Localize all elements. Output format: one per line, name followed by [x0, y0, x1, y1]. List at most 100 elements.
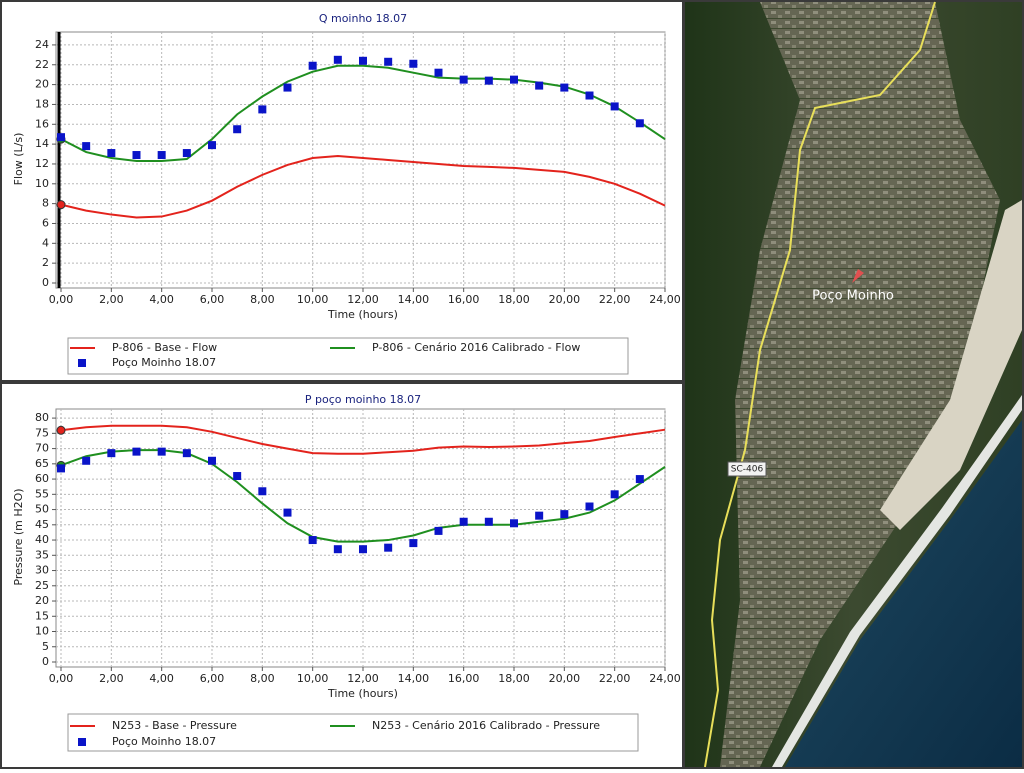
y-tick-label: 65	[35, 457, 49, 470]
data-point	[409, 59, 418, 68]
x-tick-label: 24,00	[649, 672, 681, 685]
data-point	[233, 125, 242, 134]
x-tick-label: 18,00	[498, 293, 530, 306]
x-tick-label: 6,00	[200, 672, 225, 685]
chart-title: Q moinho 18.07	[319, 12, 407, 25]
data-point	[157, 447, 166, 456]
map-dunes	[880, 200, 1022, 530]
series-line	[60, 424, 666, 455]
y-tick-label: 10	[35, 177, 49, 190]
data-point	[182, 149, 191, 158]
road-label: SC-406	[731, 465, 764, 475]
map-sea	[785, 420, 1022, 767]
data-point	[107, 449, 116, 458]
data-point	[510, 75, 518, 84]
y-tick-label: 40	[35, 533, 49, 546]
y-tick-label: 4	[42, 236, 49, 249]
x-tick-label: 10,00	[297, 293, 329, 306]
data-point	[359, 545, 367, 554]
data-point	[132, 447, 141, 456]
x-tick-label: 8,00	[250, 293, 275, 306]
y-tick-label: 12	[35, 157, 49, 170]
y-tick-label: 30	[35, 564, 49, 577]
data-point	[560, 83, 569, 92]
data-point	[535, 81, 544, 90]
legend-label: Poço Moinho 18.07	[112, 356, 216, 369]
x-tick-label: 8,00	[250, 672, 275, 685]
map-road	[704, 1, 936, 768]
data-point	[384, 57, 393, 66]
data-point	[333, 545, 342, 554]
y-tick-label: 70	[35, 442, 49, 455]
map-beach	[772, 395, 1022, 767]
legend-label: P-806 - Cenário 2016 Calibrado - Flow	[372, 341, 580, 354]
data-point	[308, 61, 317, 70]
x-tick-label: 20,00	[549, 672, 581, 685]
x-tick-label: 4,00	[149, 293, 174, 306]
data-point	[510, 519, 518, 528]
legend-box	[67, 337, 629, 375]
y-tick-label: 10	[35, 625, 49, 638]
series-line	[60, 155, 666, 219]
data-point	[283, 83, 292, 92]
data-point	[258, 105, 267, 114]
data-point	[585, 502, 594, 511]
data-point	[535, 511, 544, 520]
data-point	[208, 141, 216, 150]
data-point	[57, 133, 65, 142]
data-point	[82, 142, 91, 151]
y-tick-label: 24	[35, 38, 49, 51]
x-tick-label: 0,00	[49, 293, 74, 306]
y-tick-label: 2	[42, 256, 49, 269]
legend-label: P-806 - Base - Flow	[112, 341, 217, 354]
x-tick-label: 14,00	[398, 672, 430, 685]
start-marker	[56, 425, 66, 435]
data-point	[333, 55, 342, 64]
y-tick-label: 8	[42, 197, 49, 210]
data-point	[182, 449, 191, 458]
data-point	[308, 536, 317, 545]
x-tick-label: 10,00	[297, 672, 329, 685]
x-tick-label: 18,00	[498, 672, 530, 685]
y-tick-label: 15	[35, 609, 49, 622]
data-point	[610, 490, 619, 499]
legend-box	[67, 713, 639, 752]
y-tick-label: 14	[35, 137, 49, 150]
x-tick-label: 12,00	[347, 672, 379, 685]
y-tick-label: 50	[35, 503, 49, 516]
y-axis-label: Pressure (m H2O)	[12, 488, 25, 585]
data-point	[107, 149, 116, 158]
y-tick-label: 25	[35, 579, 49, 592]
map-pin	[852, 269, 864, 283]
x-tick-label: 24,00	[649, 293, 681, 306]
data-point	[384, 543, 393, 552]
x-tick-label: 22,00	[599, 293, 631, 306]
y-tick-label: 75	[35, 426, 49, 439]
x-tick-label: 6,00	[200, 293, 225, 306]
data-point	[434, 68, 443, 77]
data-point	[635, 475, 644, 484]
road-shield	[727, 461, 767, 477]
x-axis-label: Time (hours)	[327, 308, 398, 321]
data-point	[57, 464, 65, 473]
data-point	[635, 119, 644, 128]
plot-area	[55, 408, 666, 668]
y-tick-label: 35	[35, 548, 49, 561]
y-tick-label: 6	[42, 216, 49, 229]
y-tick-label: 45	[35, 518, 49, 531]
data-point	[82, 456, 91, 465]
x-tick-label: 22,00	[599, 672, 631, 685]
x-tick-label: 4,00	[149, 672, 174, 685]
legend-label: N253 - Base - Pressure	[112, 719, 237, 732]
y-tick-label: 16	[35, 117, 49, 130]
y-tick-label: 20	[35, 594, 49, 607]
data-point	[359, 56, 367, 65]
x-tick-label: 12,00	[347, 293, 379, 306]
y-tick-label: 60	[35, 472, 49, 485]
chart-title: P poço moinho 18.07	[305, 393, 421, 406]
legend-label: Poço Moinho 18.07	[112, 735, 216, 748]
x-tick-label: 16,00	[448, 672, 480, 685]
x-axis-label: Time (hours)	[327, 687, 398, 700]
x-tick-label: 0,00	[49, 672, 74, 685]
